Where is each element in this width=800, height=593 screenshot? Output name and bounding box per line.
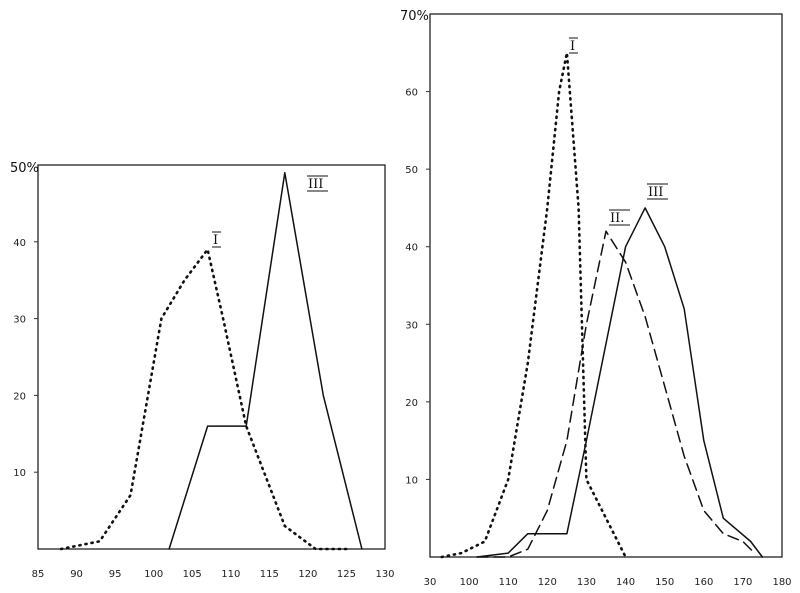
- x-tick-label: 90: [70, 569, 83, 580]
- y-tick-label: 60: [405, 88, 418, 99]
- y-tick-label: 30: [405, 320, 418, 331]
- series-label: II.: [610, 211, 624, 226]
- series-line-dotted: [440, 51, 627, 559]
- x-tick-label: 170: [733, 577, 752, 588]
- series-line-dashed: [476, 230, 756, 558]
- right-chart: 70% 10 20 30 40 50 60 30 100 110 120 130 140 150 160 17…: [400, 9, 792, 588]
- x-tick-label: 180: [772, 577, 791, 588]
- x-tick-label: 110: [499, 577, 518, 588]
- y-tick-label: 10: [13, 468, 26, 479]
- series-label: III: [648, 185, 663, 200]
- series-label: III: [308, 177, 323, 192]
- series-label: I: [570, 39, 575, 54]
- x-tick-label: 115: [260, 569, 279, 580]
- y-tick-label: 20: [405, 398, 418, 409]
- x-tick-label: 130: [577, 577, 596, 588]
- y-tick-label: 50: [405, 165, 418, 176]
- x-tick-label: 160: [694, 577, 713, 588]
- y-axis-max-label: 70%: [400, 9, 429, 24]
- x-tick-label: 105: [183, 569, 202, 580]
- x-tick-label: 120: [538, 577, 557, 588]
- y-tick-label: 40: [405, 243, 418, 254]
- x-tick-label: 150: [655, 577, 674, 588]
- x-tick-label: 95: [109, 569, 122, 580]
- plot-frame: [429, 13, 783, 558]
- y-axis-max-label: 50%: [10, 161, 39, 176]
- series-line-dotted: [59, 248, 348, 551]
- y-tick-label: 30: [13, 315, 26, 326]
- x-tick-label: 140: [616, 577, 635, 588]
- series-line-solid: [168, 171, 363, 550]
- x-tick-label: 110: [221, 569, 240, 580]
- x-tick-label: 30: [424, 577, 437, 588]
- series-label: I: [213, 233, 218, 248]
- x-tick-label: 120: [298, 569, 317, 580]
- series-line-solid: [476, 207, 764, 558]
- x-tick-label: 100: [460, 577, 479, 588]
- x-tick-label: 85: [32, 569, 45, 580]
- plot-frame: [37, 164, 386, 550]
- y-tick-label: 10: [405, 475, 418, 486]
- x-tick-label: 130: [375, 569, 394, 580]
- y-tick-label: 40: [13, 238, 26, 249]
- x-tick-label: 100: [144, 569, 163, 580]
- x-tick-label: 125: [337, 569, 356, 580]
- y-tick-label: 20: [13, 391, 26, 402]
